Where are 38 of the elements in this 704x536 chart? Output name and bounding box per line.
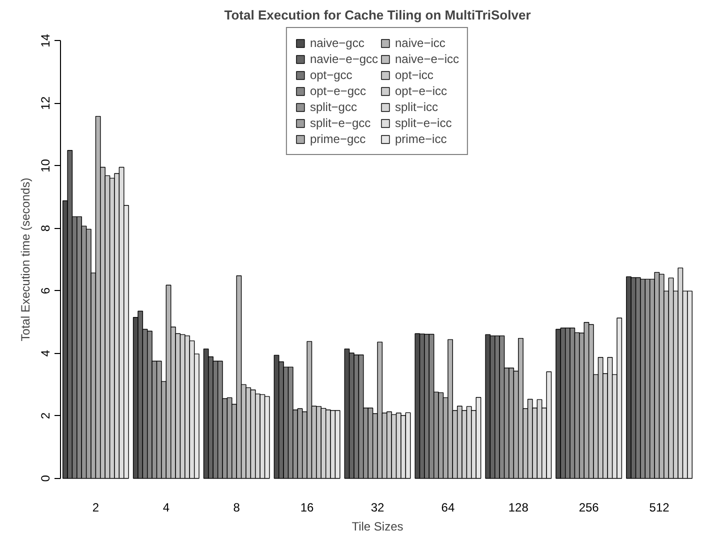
legend-label: split−icc [395, 100, 438, 114]
legend-label: split−e−icc [395, 116, 452, 130]
x-tick-label: 4 [162, 500, 170, 514]
x-tick-label: 64 [441, 500, 455, 514]
legend-label: naive−e−icc [395, 52, 460, 66]
bar [556, 328, 562, 479]
bar [414, 333, 420, 479]
legend-label: split−e−gcc [310, 116, 371, 130]
x-tick-label: 256 [578, 500, 600, 514]
bar [485, 334, 491, 479]
y-tick-label: 8 [38, 224, 52, 232]
y-tick-label: 10 [38, 158, 52, 172]
y-tick-label: 2 [38, 412, 52, 420]
y-tick-label: 6 [38, 287, 52, 294]
legend-label: prime−icc [395, 132, 447, 146]
y-axis-title: Total Execution time (seconds) [18, 178, 32, 342]
legend-label: navie−e−gcc [310, 52, 378, 66]
y-tick-label: 14 [38, 34, 52, 48]
bar [626, 276, 632, 479]
legend-label: prime−gcc [310, 132, 366, 146]
x-tick-label: 32 [370, 500, 384, 514]
legend-label: opt−e−gcc [310, 84, 366, 98]
chart-title: Total Execution for Cache Tiling on MultiTriSolver [224, 8, 531, 22]
legend-label: naive−gcc [310, 36, 364, 50]
legend-label: opt−e−icc [395, 84, 448, 98]
legend-label: split−gcc [310, 100, 357, 114]
legend-label: opt−gcc [310, 68, 352, 82]
y-tick-label: 4 [38, 350, 52, 357]
x-tick-label: 8 [233, 500, 240, 514]
x-tick-label: 512 [649, 500, 670, 514]
y-tick-label: 0 [38, 474, 52, 482]
y-tick-label: 12 [38, 96, 52, 110]
x-tick-label: 16 [300, 500, 314, 514]
legend-label: naive−icc [395, 36, 446, 50]
x-tick-label: 2 [92, 500, 100, 514]
x-axis-title: Tile Sizes [352, 520, 404, 534]
legend-label: opt−icc [395, 68, 434, 82]
x-tick-label: 128 [508, 500, 529, 514]
